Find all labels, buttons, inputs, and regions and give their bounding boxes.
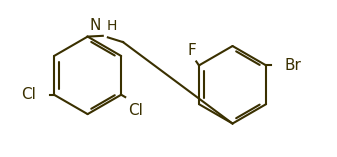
Text: N: N	[90, 19, 101, 33]
Text: Cl: Cl	[21, 87, 35, 102]
Text: Br: Br	[285, 58, 302, 73]
Text: F: F	[188, 43, 196, 58]
Text: H: H	[106, 19, 117, 33]
Text: Cl: Cl	[128, 103, 143, 118]
